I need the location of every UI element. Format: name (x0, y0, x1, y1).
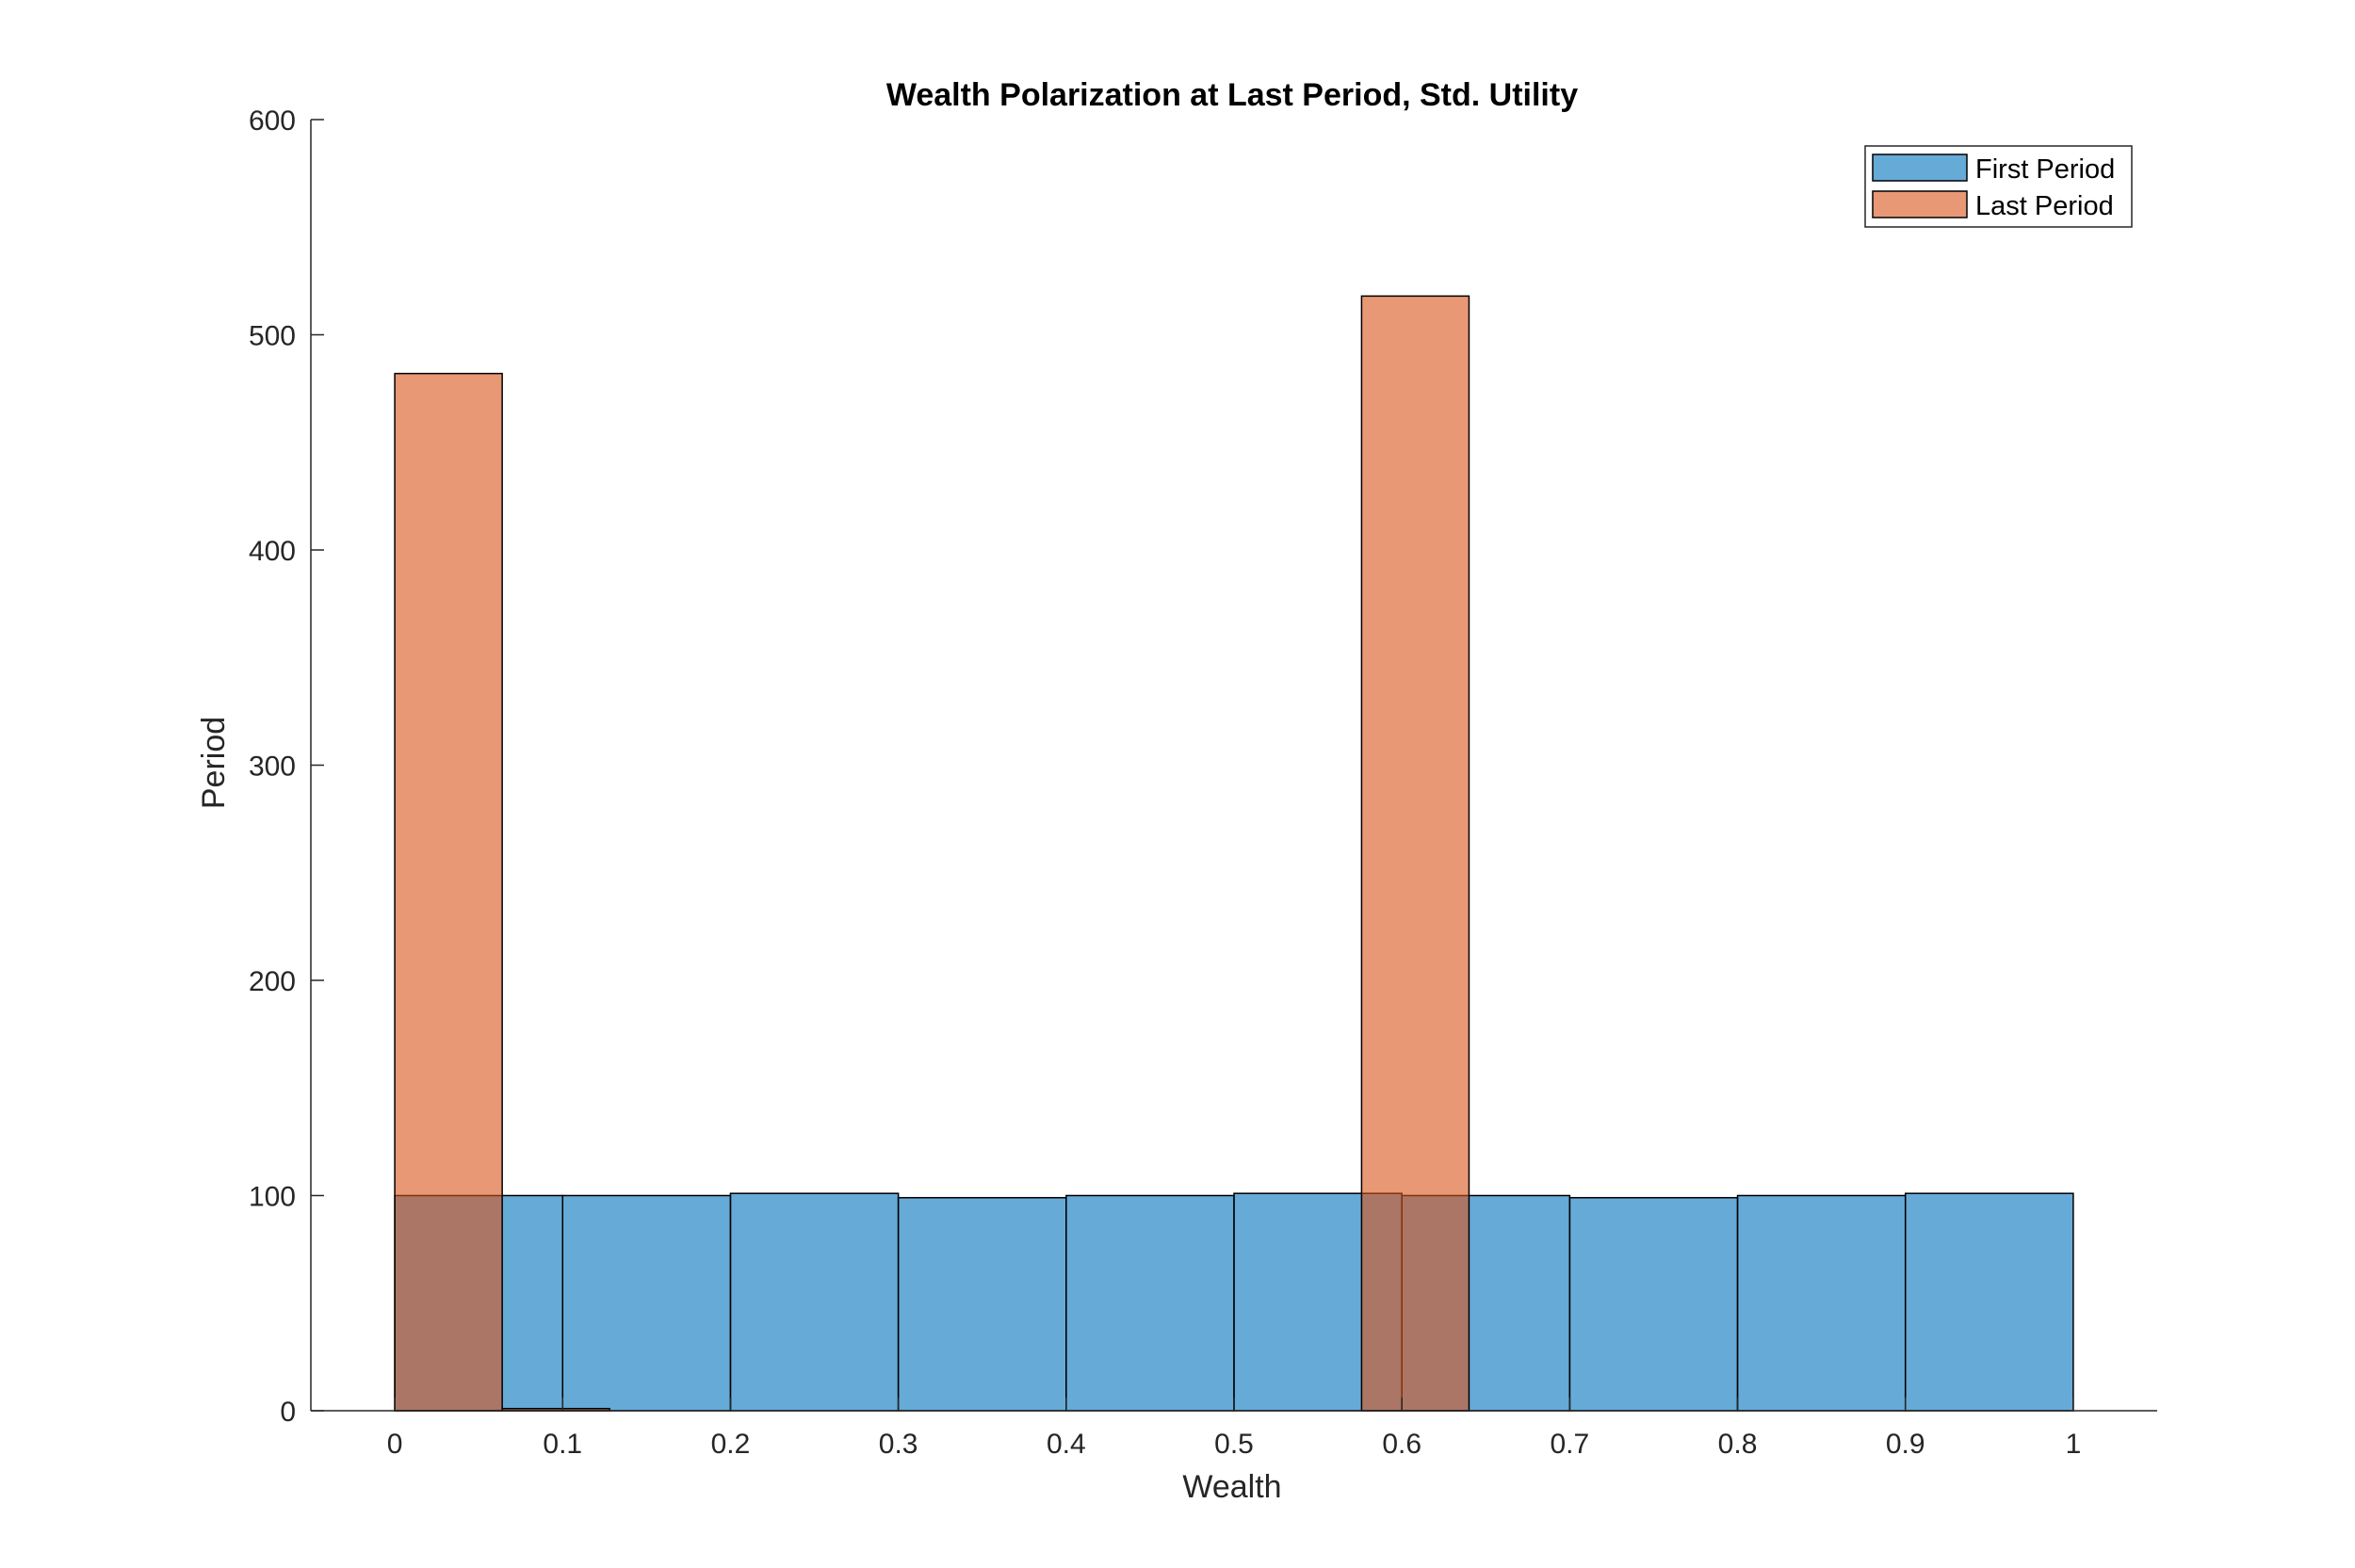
x-tick-label: 0.2 (711, 1429, 751, 1460)
chart-title: Wealth Polarization at Last Period, Std.… (886, 77, 1578, 113)
x-tick-label: 0.1 (543, 1429, 582, 1460)
y-tick-label: 200 (249, 966, 296, 997)
x-tick-label: 1 (2066, 1429, 2082, 1460)
first-period-bar-2 (729, 1192, 900, 1412)
y-tick-label: 400 (249, 536, 296, 567)
first-period-bar-7 (1568, 1197, 1739, 1412)
last-period-bars (394, 295, 1470, 1412)
y-tick-label: 600 (249, 105, 296, 137)
legend-swatch-first-period (1872, 154, 1968, 182)
first-period-bar-8 (1736, 1194, 1907, 1412)
x-tick-label: 0.4 (1047, 1429, 1086, 1460)
x-axis-label: Wealth (1182, 1469, 1281, 1505)
y-tick-labels: 0 100 200 300 400 500 600 (249, 105, 324, 1428)
last-period-bar-2 (1360, 295, 1470, 1412)
x-tick-label: 0.3 (879, 1429, 918, 1460)
first-period-bars (394, 1192, 2074, 1412)
x-tick-label: 0.5 (1214, 1429, 1254, 1460)
x-tick-label: 0.9 (1886, 1429, 1925, 1460)
last-period-bar-0 (394, 372, 503, 1412)
x-tick-label: 0 (387, 1429, 403, 1460)
y-tick-label: 300 (249, 752, 296, 783)
x-tick-label: 0.6 (1382, 1429, 1421, 1460)
y-axis-label: Period (196, 717, 232, 809)
legend-label-first-period: First Period (1975, 154, 2115, 185)
first-period-bar-9 (1904, 1192, 2074, 1412)
legend-swatch-last-period (1872, 190, 1968, 218)
x-tick-label: 0.8 (1718, 1429, 1758, 1460)
legend-label-last-period: Last Period (1975, 191, 2114, 221)
x-tick-label: 0.7 (1551, 1429, 1590, 1460)
y-tick-label: 100 (249, 1182, 296, 1213)
first-period-bar-3 (897, 1197, 1067, 1412)
y-tick-label: 0 (280, 1397, 296, 1428)
legend: First Period Last Period (1864, 145, 2133, 228)
first-period-bar-4 (1065, 1194, 1235, 1412)
y-tick-label: 500 (249, 321, 296, 352)
x-tick-labels: 0 0.1 0.2 0.3 0.4 0.5 0.6 0.7 0.8 0.9 1 (387, 1398, 2082, 1460)
first-period-bar-1 (561, 1194, 732, 1412)
